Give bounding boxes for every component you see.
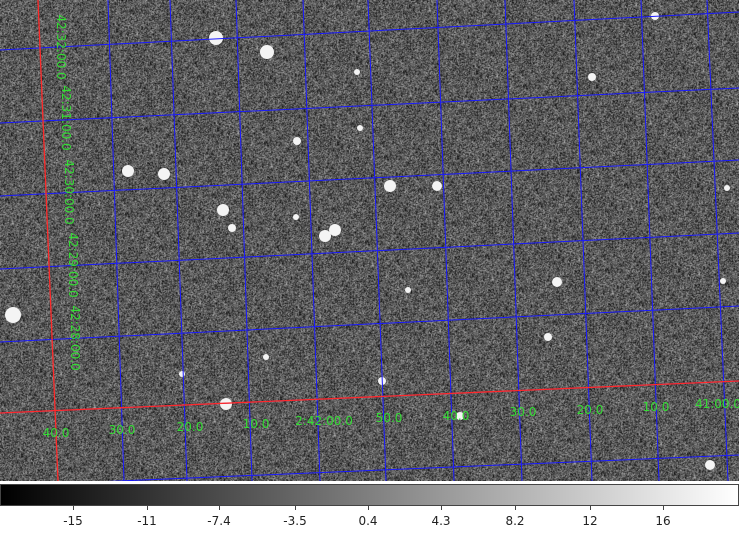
star	[263, 354, 269, 360]
colorbar-tick-label: -15	[63, 514, 83, 528]
ra-label: 10.0	[243, 417, 270, 431]
ra-labels: 40.0 30.0 20.0 10.0 2:42:00.0 50.0 40.0 30.0 20.…	[43, 397, 739, 440]
grid-line	[367, 0, 387, 481]
colorbar-tick-label: 16	[655, 514, 671, 528]
star	[720, 278, 726, 284]
star	[260, 45, 274, 59]
colorbar-ticks: -15 -11 -7.4 -3.5 0.4 4.3 8.2 12 16	[0, 506, 739, 534]
star	[705, 460, 715, 470]
star	[179, 371, 185, 377]
star	[228, 224, 236, 232]
grid-line	[0, 159, 739, 197]
dec-label: 42:28:00.0	[68, 305, 82, 370]
wcs-grid-overlay: 42:32:00.0 42:31:00.0 42:30:00.0 42:29:00.0…	[0, 0, 739, 481]
colorbar-tick-mark	[515, 506, 516, 510]
grid-line	[640, 0, 660, 481]
ra-label: 30.0	[510, 405, 537, 419]
ra-label: 2:42:00.0	[295, 414, 353, 428]
grid-line	[0, 232, 739, 270]
ra-label: 40.0	[43, 426, 70, 440]
star	[724, 185, 730, 191]
grid-line	[107, 0, 125, 481]
colorbar-tick-label: 12	[582, 514, 598, 528]
grid-line	[436, 0, 455, 481]
ra-label: 20.0	[577, 403, 604, 417]
grid-line	[169, 0, 188, 481]
star	[405, 287, 411, 293]
grid-line	[706, 0, 729, 481]
star	[354, 69, 360, 75]
colorbar-tick-label: 8.2	[505, 514, 525, 528]
star	[293, 214, 299, 220]
grid-line	[302, 0, 321, 481]
colorbar-tick-mark	[368, 506, 369, 510]
star	[432, 181, 442, 191]
grid-line	[573, 0, 593, 481]
dec-labels: 42:32:00.0 42:31:00.0 42:30:00.0 42:29:00.0…	[54, 14, 82, 370]
star	[209, 31, 223, 45]
grid-line	[0, 87, 739, 124]
colorbar-tick-mark	[219, 506, 220, 510]
star	[329, 224, 341, 236]
dec-label: 42:29:00.0	[66, 232, 80, 297]
star	[357, 125, 363, 131]
dec-label: 42:31:00.0	[59, 85, 73, 150]
sky-noise-layer	[0, 0, 739, 481]
star	[220, 398, 232, 410]
star	[122, 165, 134, 177]
star	[319, 230, 331, 242]
colorbar-gradient	[0, 484, 739, 506]
colorbar-tick-mark	[590, 506, 591, 510]
star	[293, 137, 301, 145]
grid-line	[0, 305, 739, 343]
grid-line	[504, 0, 523, 481]
ra-axis-line	[0, 380, 739, 414]
sky-image[interactable]: 42:32:00.0 42:31:00.0 42:30:00.0 42:29:00.0…	[0, 0, 739, 481]
colorbar-tick-mark	[663, 506, 664, 510]
colorbar-tick-label: -11	[137, 514, 157, 528]
ra-label: 20.0	[177, 420, 204, 434]
star	[456, 412, 464, 420]
ra-label: 30.0	[109, 423, 136, 437]
dec-axis-line	[37, 0, 59, 481]
ra-label: 10.0	[643, 400, 670, 414]
dec-label: 42:32:00.0	[54, 14, 68, 79]
grid-line	[235, 0, 253, 481]
dec-label: 42:30:00.0	[62, 159, 76, 224]
colorbar-tick-mark	[147, 506, 148, 510]
coordinate-axes	[0, 0, 739, 481]
colorbar-tick-mark	[441, 506, 442, 510]
star	[588, 73, 596, 81]
colorbar-tick-label: -3.5	[283, 514, 307, 528]
colorbar-tick-label: 4.3	[431, 514, 451, 528]
colorbar-tick-mark	[295, 506, 296, 510]
star	[5, 307, 21, 323]
star-field	[5, 12, 730, 470]
grid-line	[107, 454, 739, 481]
star	[384, 180, 396, 192]
star	[217, 204, 229, 216]
ra-label: 40.0	[443, 409, 470, 423]
colorbar-tick-label: -7.4	[207, 514, 231, 528]
colorbar[interactable]	[0, 484, 739, 506]
coordinate-grid	[0, 0, 739, 481]
ra-label: 41:00.0	[695, 397, 739, 411]
star	[552, 277, 562, 287]
star	[158, 168, 170, 180]
colorbar-tick-mark	[73, 506, 74, 510]
ra-label: 50.0	[376, 411, 403, 425]
colorbar-tick-label: 0.4	[358, 514, 378, 528]
star	[544, 333, 552, 341]
